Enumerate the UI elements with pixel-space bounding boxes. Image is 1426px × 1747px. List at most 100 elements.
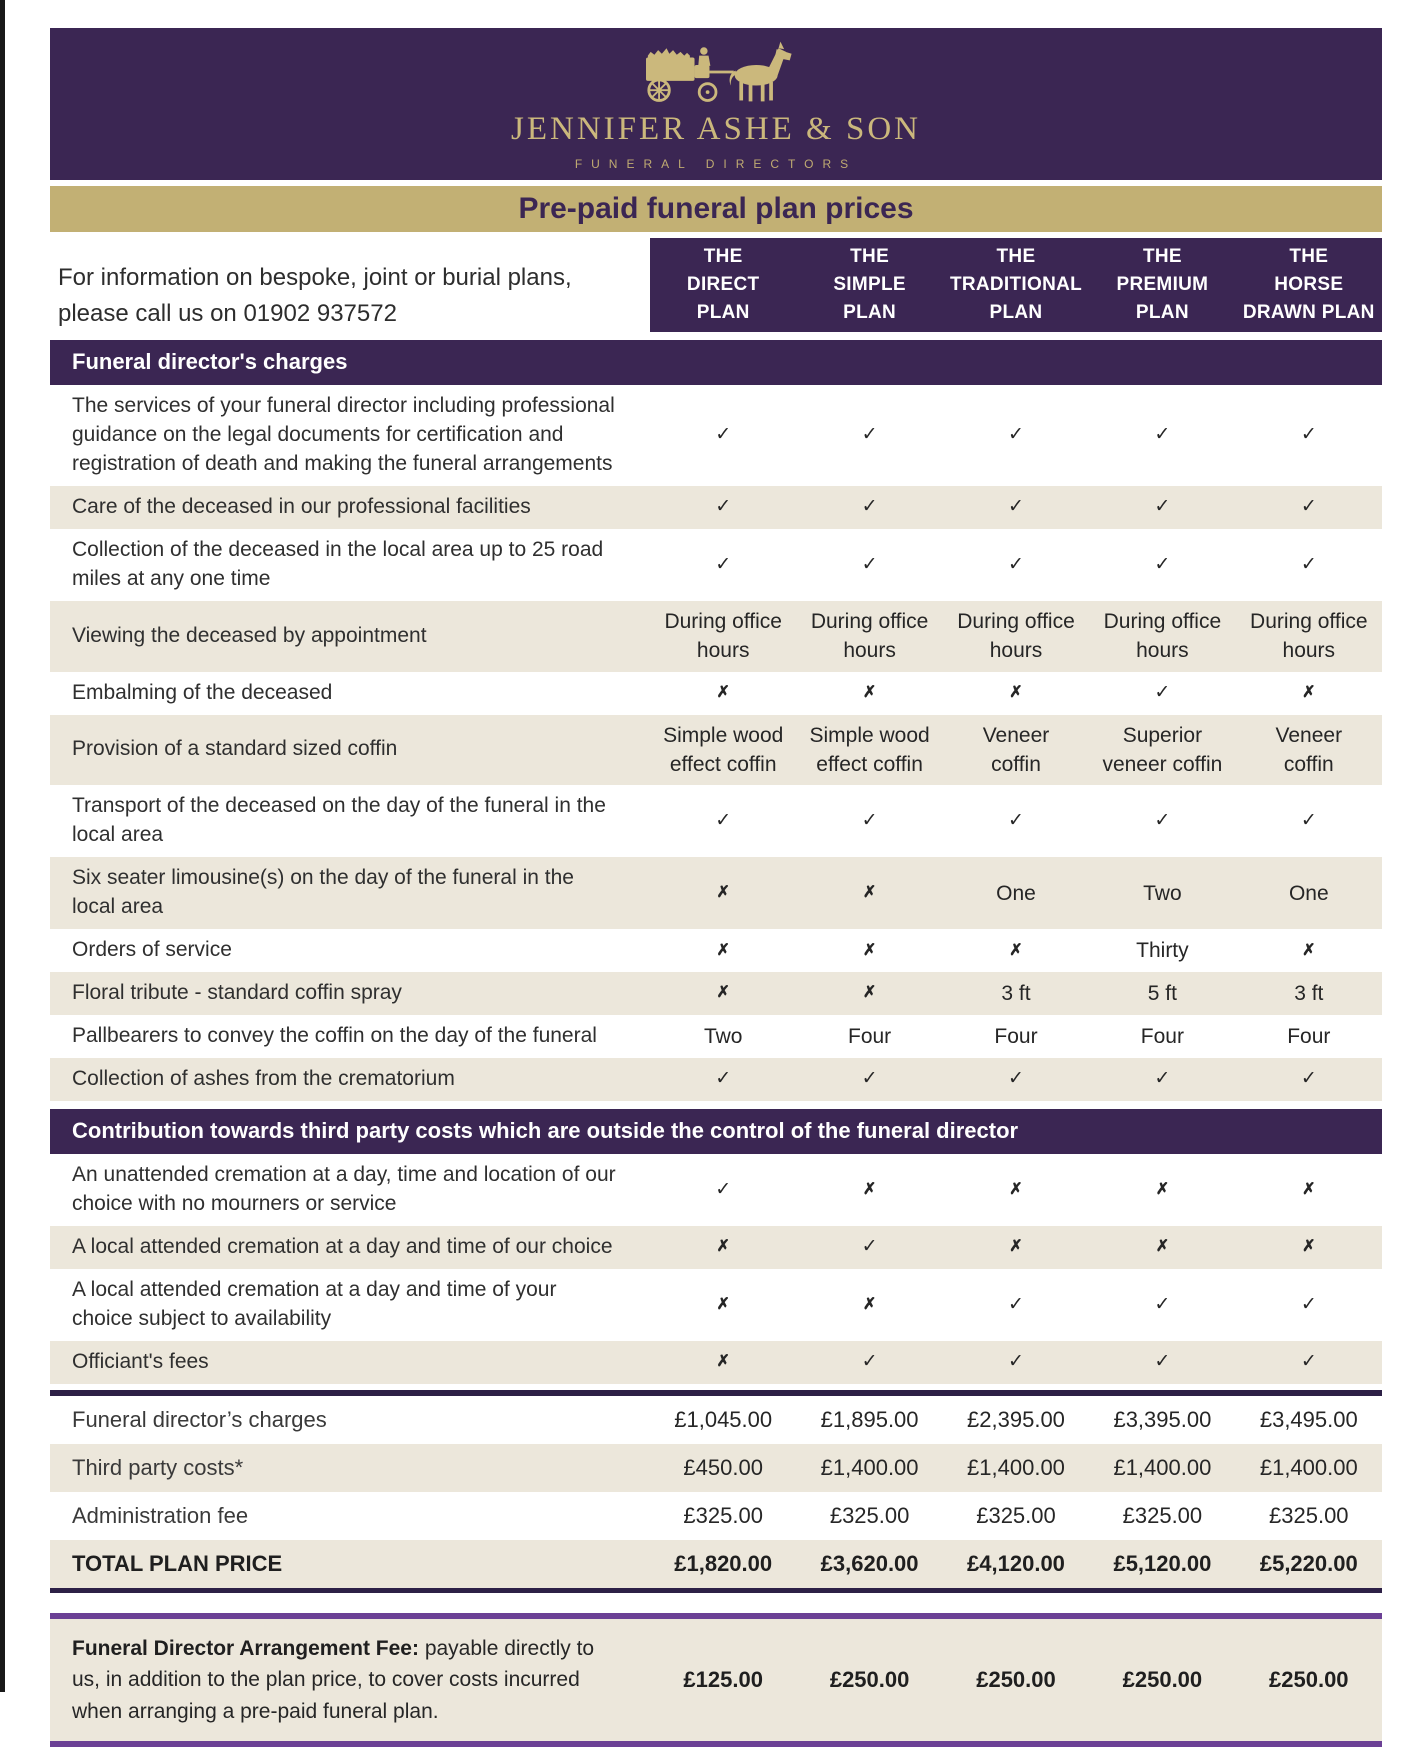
plan-cell: ✓ [861,553,878,575]
table-row: Floral tribute - standard coffin spray ✗… [50,972,1382,1016]
brand-name: JENNIFER ASHE & SON [511,111,921,147]
plan-cell: ✓ [1008,496,1024,518]
table-row: Collection of the deceased in the local … [50,529,1382,601]
plan-header-premium: THE PREMIUM PLAN [1116,245,1209,324]
plan-cell: ✓ [861,1236,878,1258]
row-label: Collection of the deceased in the local … [72,537,604,590]
price-cell: £325.00 [683,1502,763,1528]
plan-cell: ✗ [862,1295,877,1313]
plan-cell: ✗ [1155,1238,1170,1256]
plan-cell: ✗ [716,1295,730,1313]
plan-cell: ✗ [1302,1180,1316,1198]
plan-cell: ✗ [862,941,877,959]
plan-cell: ✗ [862,984,877,1002]
price-cell: £325.00 [1122,1502,1203,1528]
fee-cell: £250.00 [976,1667,1056,1693]
table-row: Orders of service ✗ ✗ ✗ Thirty ✗ [50,929,1382,972]
row-label: Six seater limousine(s) on the day of th… [72,866,574,919]
table-row: Viewing the deceased by appointment Duri… [50,600,1382,672]
table-row: A local attended cremation at a day and … [50,1226,1382,1269]
plan-cell: Thirty [1136,939,1189,962]
plan-cell: Four [994,1024,1038,1048]
plan-cell: One [1288,881,1329,905]
price-cell: £3,395.00 [1113,1406,1212,1432]
title-banner: Pre-paid funeral plan prices [50,186,1382,232]
plan-cell: During office hours [810,609,929,663]
plan-cell: ✓ [1154,496,1171,518]
plan-cell: ✓ [1008,424,1024,446]
plan-cell: ✓ [1008,553,1024,575]
plan-cell: Two [703,1024,743,1048]
plan-cell: Four [1287,1024,1331,1048]
table-row: Embalming of the deceased ✗ ✗ ✗ ✓ ✗ [50,672,1382,715]
plan-cell: Two [1143,881,1182,905]
horse-drawn-hearse-logo-icon [646,41,792,102]
price-cell: £1,400.00 [1113,1454,1212,1480]
row-label: An unattended cremation at a day, time a… [72,1163,616,1216]
price-cell: £5,120.00 [1113,1550,1212,1576]
plan-cell: ✗ [1155,1180,1170,1198]
arrangement-fee-label: Funeral Director Arrangement Fee: [72,1636,419,1660]
summary-row: Third party costs* £450.00 £1,400.00 £1,… [50,1443,1382,1492]
price-cell: £325.00 [829,1502,910,1528]
plan-cell: ✓ [1300,424,1317,446]
plan-cell: One [996,881,1036,905]
plan-cell: ✗ [1009,1238,1023,1256]
plan-cell: ✓ [1008,1293,1024,1315]
plan-cell: 5 ft [1147,981,1177,1005]
row-label: Pallbearers to convey the coffin on the … [72,1024,597,1048]
section-header-funeral-directors-charges: Funeral director's charges [50,340,1382,385]
row-label: Orders of service [72,938,232,962]
plan-cell: During office hours [1103,609,1222,663]
price-cell: £1,400.00 [1259,1454,1358,1480]
plan-cell: Simple wood effect coffin [663,723,784,776]
price-cell: £3,495.00 [1259,1406,1358,1432]
plan-cell: ✓ [1154,1351,1171,1373]
price-cell: £1,895.00 [820,1406,919,1432]
table-row: Pallbearers to convey the coffin on the … [50,1015,1382,1058]
row-label: Transport of the deceased on the day of … [72,794,606,847]
plan-cell: Simple wood effect coffin [809,723,930,776]
plan-cell: ✗ [716,683,730,701]
row-label: Officiant's fees [72,1349,209,1373]
document-page: JENNIFER ASHE & SON FUNERAL DIRECTORS Pr… [50,28,1382,1747]
price-cell: £1,045.00 [674,1406,773,1432]
intro-text: For information on bespoke, joint or bur… [58,264,572,327]
plan-cell: ✓ [715,424,732,446]
plan-cell: ✓ [861,1068,878,1090]
table-row: An unattended cremation at a day, time a… [50,1154,1382,1226]
plan-cell: ✓ [1154,553,1171,575]
plan-cell: 3 ft [1001,981,1031,1005]
price-cell: £1,820.00 [674,1550,773,1576]
plan-cell: ✓ [861,424,878,446]
plan-cell: ✗ [862,1180,877,1198]
plan-headers: THE DIRECT PLAN THE SIMPLE PLAN THE TRAD… [650,238,1382,332]
plan-cell: ✗ [862,683,877,701]
plan-header-simple: THE SIMPLE PLAN [833,245,906,324]
plan-cell: ✓ [1300,1293,1317,1315]
plan-cell: ✓ [861,496,878,518]
row-label: Floral tribute - standard coffin spray [72,981,402,1005]
plan-cell: ✗ [716,1353,730,1371]
plan-cell: ✓ [715,1178,732,1200]
plan-cell: During office hours [1250,609,1368,663]
total-plan-price-row: TOTAL PLAN PRICE £1,820.00 £3,620.00 £4,… [50,1539,1382,1588]
row-label: Collection of ashes from the crematorium [72,1067,455,1091]
plan-cell: ✗ [1302,1238,1316,1256]
plan-cell: ✓ [1008,1068,1024,1090]
divider-rule [50,1587,1382,1593]
row-label: A local attended cremation at a day and … [72,1235,613,1259]
plan-cell: ✓ [1300,1068,1317,1090]
plan-cell: ✓ [715,496,732,518]
plan-cell: ✓ [1300,1351,1317,1373]
price-cell: £2,395.00 [967,1406,1065,1432]
arrangement-fee-note: Funeral Director Arrangement Fee: payabl… [72,1636,595,1723]
plan-cell: ✓ [1300,553,1317,575]
plan-cell: ✗ [1302,683,1316,701]
plan-header-direct: THE DIRECT PLAN [686,245,760,324]
price-cell: £450.00 [683,1454,763,1480]
plan-cell: ✗ [862,884,877,902]
table-row: Officiant's fees ✗ ✓ ✓ ✓ ✓ [50,1340,1382,1384]
page-left-edge [0,0,5,1692]
plan-cell: ✗ [716,884,730,902]
